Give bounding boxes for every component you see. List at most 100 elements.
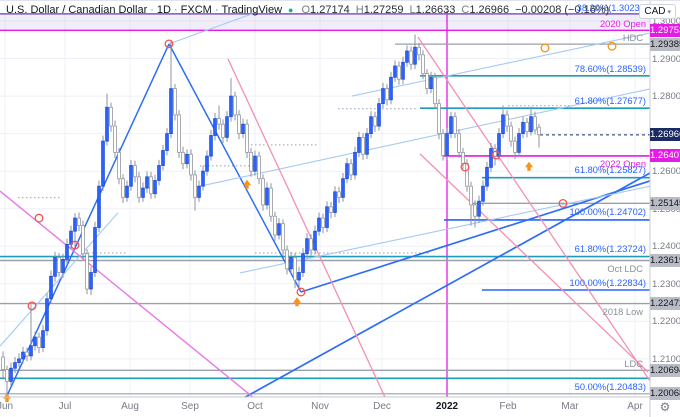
- currency-selector-button[interactable]: CAD ▾: [639, 4, 676, 19]
- candle-body: [273, 215, 277, 236]
- candle-body: [485, 166, 489, 187]
- price-tick: 1.21000: [652, 353, 680, 365]
- price-badge-gray: 1.20068: [650, 387, 680, 401]
- candle-body: [97, 185, 101, 228]
- pivot-circle-marker: [296, 287, 306, 297]
- candle-body: [77, 217, 81, 227]
- gear-icon[interactable]: ⚙: [659, 400, 671, 414]
- candle-body: [165, 133, 169, 151]
- pivot-circle-marker: [558, 198, 568, 208]
- market-status-icon[interactable]: ●: [288, 5, 294, 15]
- candle-body: [281, 223, 285, 251]
- open-value: 1.27174: [310, 4, 350, 16]
- price-badge-gray: 1.20694: [650, 363, 680, 377]
- high-label: H: [355, 4, 364, 16]
- candle-body: [521, 122, 525, 135]
- chart-annotation-label: 100.00%(1.22834): [570, 278, 647, 288]
- candlestick-series[interactable]: [1, 34, 541, 394]
- candle-body: [449, 116, 453, 134]
- price-tick: 1.23000: [652, 278, 680, 290]
- candle-body: [285, 249, 289, 270]
- price-badge-navy: 1.26966: [650, 128, 680, 142]
- trendline[interactable]: [300, 180, 651, 293]
- candle-body: [253, 155, 257, 172]
- chart-annotation-label: 50.00%(1.20483): [575, 382, 646, 392]
- candle-body: [45, 298, 49, 332]
- price-axis[interactable]: 1.300001.290001.280001.260001.250001.240…: [650, 1, 680, 401]
- trendline[interactable]: [227, 58, 386, 398]
- candle-body: [133, 165, 137, 178]
- time-tick: Oct: [247, 401, 263, 412]
- candle-body: [185, 153, 189, 165]
- candle-body: [325, 206, 329, 228]
- candle-body: [369, 116, 373, 134]
- candle-body: [341, 178, 345, 198]
- trendline[interactable]: [0, 190, 254, 398]
- candle-body: [473, 204, 477, 217]
- candle-body: [389, 76, 393, 101]
- candle-body: [333, 191, 337, 213]
- candle-body: [505, 114, 509, 127]
- candle-body: [465, 163, 469, 187]
- candle-body: [405, 50, 409, 63]
- channel-band: [0, 13, 650, 31]
- candle-body: [413, 46, 417, 65]
- candle-body: [193, 174, 197, 198]
- candle-body: [501, 114, 505, 135]
- candle-body: [417, 46, 421, 56]
- trendline[interactable]: [244, 172, 651, 398]
- trendline[interactable]: [351, 32, 651, 97]
- chart-annotation-label: HDC: [623, 33, 643, 43]
- chart-annotation-label: 2020 Open: [600, 19, 646, 29]
- candle-body: [297, 272, 301, 281]
- candle-body: [197, 185, 201, 198]
- candle-body: [461, 151, 465, 165]
- candle-body: [13, 362, 17, 369]
- trendline[interactable]: [168, 13, 253, 45]
- candle-body: [361, 136, 365, 155]
- time-axis[interactable]: Jun Jul Aug Sep Oct Nov Dec 2022 Feb Mar Apr: [0, 397, 650, 417]
- price-badge-gray: 1.29385: [650, 37, 680, 51]
- trendline[interactable]: [199, 88, 651, 187]
- candle-body: [373, 116, 377, 127]
- candle-body: [469, 185, 473, 206]
- symbol-title[interactable]: U.S. Dollar / Canadian Dollar: [6, 4, 148, 16]
- time-tick: Aug: [121, 401, 139, 412]
- trendline[interactable]: [0, 212, 119, 347]
- interval-label[interactable]: 1D: [156, 4, 171, 16]
- legend-separator: ·: [214, 4, 219, 16]
- candle-body: [145, 176, 149, 189]
- candle-body: [177, 114, 181, 153]
- candle-body: [513, 140, 517, 153]
- chart-annotation-label: 2022 Open: [600, 159, 646, 169]
- candle-body: [393, 65, 397, 78]
- candle-body: [365, 133, 369, 155]
- candle-body: [93, 227, 97, 273]
- candle-body: [125, 185, 129, 198]
- candle-body: [5, 368, 9, 382]
- price-badge-magenta: 1.26407: [650, 149, 680, 163]
- candle-body: [9, 367, 13, 382]
- candle-body: [537, 126, 541, 136]
- price-badge-gray: 1.22472: [650, 297, 680, 311]
- trendline[interactable]: [417, 36, 651, 382]
- chart-annotation-label: 61.80%(1.23724): [575, 244, 646, 254]
- candle-body: [377, 103, 381, 127]
- legend-separator: ·: [150, 4, 154, 16]
- candle-body: [481, 185, 485, 202]
- candle-body: [317, 217, 321, 232]
- candle-body: [329, 206, 333, 213]
- candle-body: [21, 351, 25, 360]
- trendline[interactable]: [5, 43, 170, 399]
- candle-body: [153, 180, 157, 195]
- time-tick: Dec: [373, 401, 391, 412]
- trendline[interactable]: [239, 185, 651, 274]
- trendline[interactable]: [419, 153, 649, 373]
- pivot-circle-marker: [491, 150, 501, 160]
- trendline[interactable]: [168, 43, 302, 293]
- candle-body: [105, 106, 109, 142]
- up-arrow-marker: [525, 161, 533, 171]
- candle-body: [349, 163, 353, 176]
